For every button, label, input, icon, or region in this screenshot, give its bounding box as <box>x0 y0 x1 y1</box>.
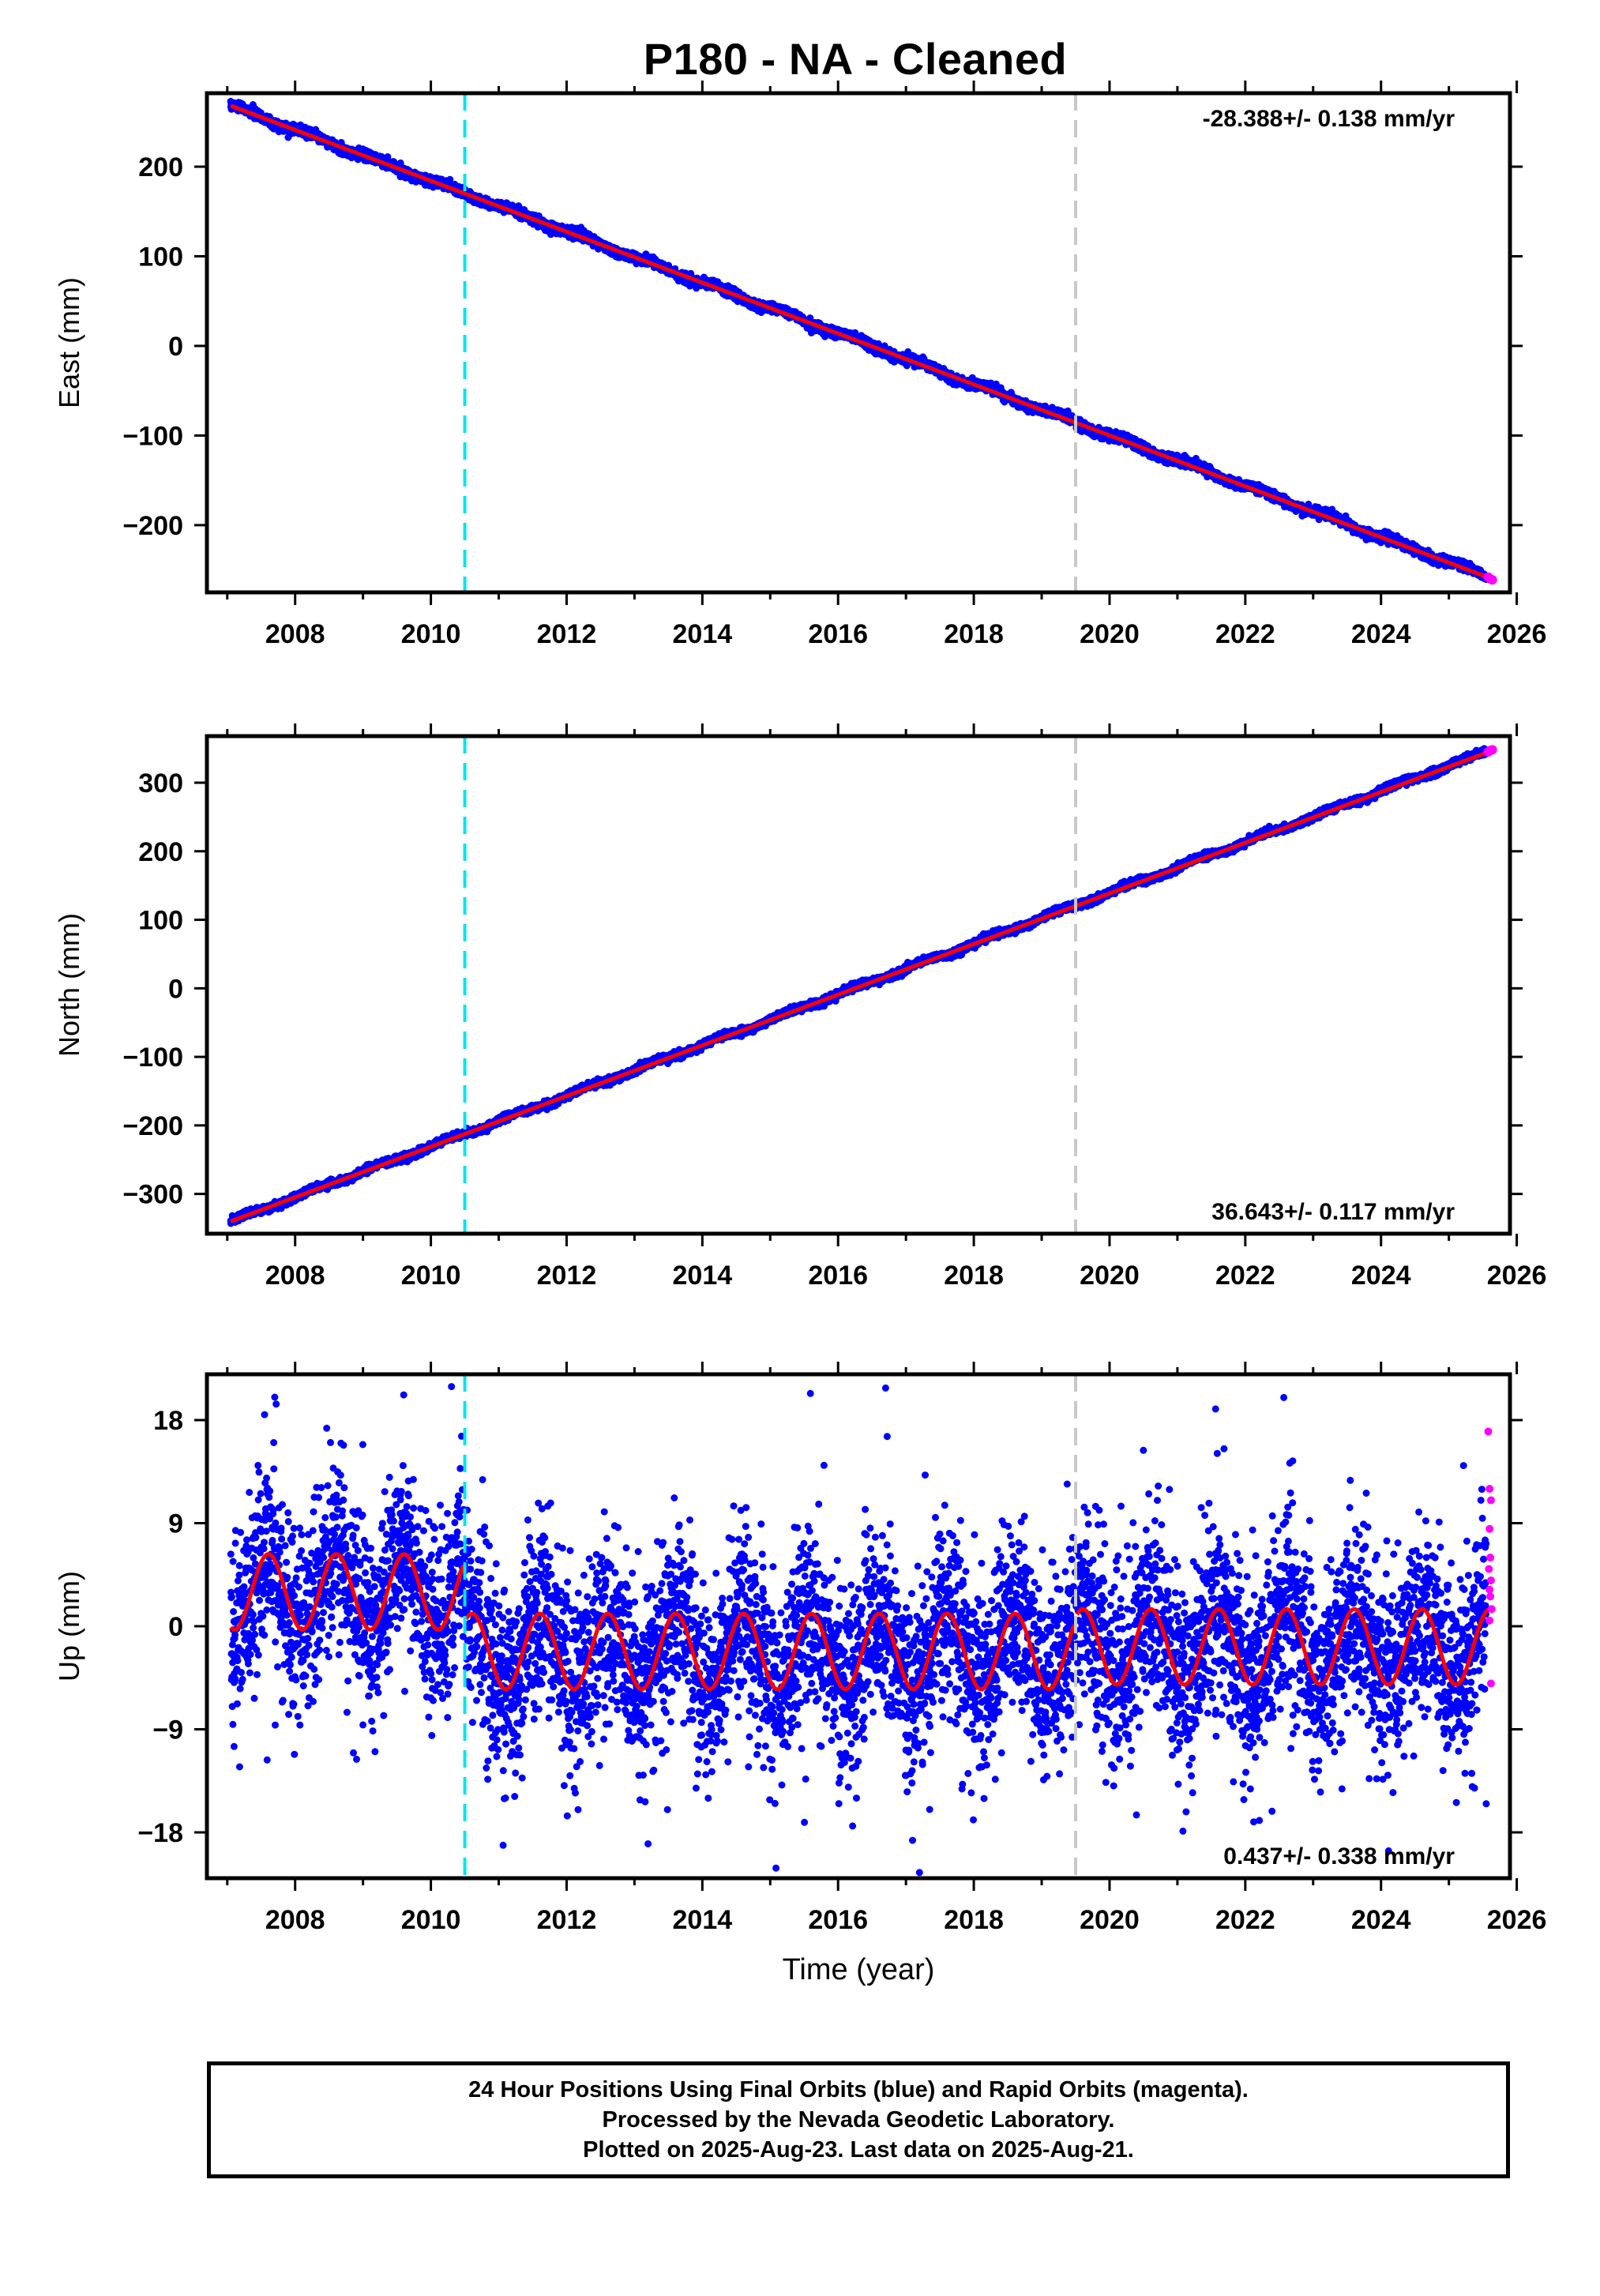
rapid-orbit-point <box>1485 1585 1494 1594</box>
panel-1: 2008 2010 2012 2014 2016 2018 2020 2022 2024 2026… <box>53 81 1546 649</box>
rapid-orbit-point <box>1486 1592 1495 1601</box>
x-tick-label: 2008 <box>265 1261 325 1291</box>
x-tick-label: 2012 <box>537 619 597 649</box>
rapid-orbit-point <box>1486 1496 1495 1505</box>
y-tick-label: 0 <box>168 974 183 1004</box>
y-tick-label: 0 <box>168 332 183 362</box>
x-tick-label: 2020 <box>1080 1905 1140 1935</box>
y-tick-label: −200 <box>122 1111 183 1141</box>
x-tick-label: 2024 <box>1351 1905 1411 1935</box>
rapid-orbit-point <box>1487 575 1497 585</box>
y-tick-label: 300 <box>138 768 183 799</box>
rate-annotation: 36.643+/- 0.117 mm/yr <box>1211 1199 1455 1225</box>
x-axis-label: Time (year) <box>783 1953 935 1986</box>
x-tick-label: 2014 <box>673 1905 733 1935</box>
x-tick-label: 2008 <box>265 1905 325 1935</box>
footer-line-1: 24 Hour Positions Using Final Orbits (bl… <box>468 2077 1249 2102</box>
model-fit-segment-3 <box>1075 1606 1493 1687</box>
x-tick-label: 2008 <box>265 619 325 649</box>
y-tick-label: −9 <box>152 1715 183 1745</box>
data-area <box>227 1383 1496 1877</box>
x-tick-label: 2020 <box>1080 619 1140 649</box>
rapid-orbit-point <box>1486 1554 1495 1561</box>
footer-line-2: Processed by the Nevada Geodetic Laborat… <box>602 2107 1115 2133</box>
y-tick-label: −100 <box>122 1043 183 1073</box>
rapid-orbit-point <box>1485 1565 1493 1573</box>
x-tick-label: 2010 <box>401 1261 461 1291</box>
x-tick-label: 2024 <box>1351 619 1411 649</box>
model-fit-segment-2 <box>464 1611 1076 1692</box>
rapid-orbit-point <box>1485 1524 1494 1533</box>
rapid-orbit-point <box>1485 1485 1494 1493</box>
x-tick-label: 2016 <box>808 619 868 649</box>
y-axis-label: North (mm) <box>53 913 85 1057</box>
y-axis-label: Up (mm) <box>53 1571 85 1682</box>
data-area <box>227 745 1497 1227</box>
y-tick-label: 0 <box>168 1612 183 1642</box>
x-tick-label: 2012 <box>537 1905 597 1935</box>
y-tick-label: −18 <box>137 1818 183 1848</box>
x-tick-label: 2026 <box>1487 1261 1547 1291</box>
model-fit-line <box>230 103 1493 581</box>
x-tick-label: 2018 <box>944 619 1004 649</box>
footer-box: 24 Hour Positions Using Final Orbits (bl… <box>207 2061 1510 2178</box>
rate-annotation: -28.388+/- 0.138 mm/yr <box>1203 106 1455 132</box>
x-tick-label: 2018 <box>944 1261 1004 1291</box>
y-tick-label: −200 <box>122 511 183 541</box>
rate-annotation: 0.437+/- 0.338 mm/yr <box>1223 1843 1455 1869</box>
y-tick-label: 100 <box>138 906 183 936</box>
y-tick-label: 18 <box>153 1406 183 1436</box>
y-tick-label: 100 <box>138 242 183 272</box>
y-tick-label: 9 <box>168 1509 183 1539</box>
x-tick-label: 2010 <box>401 619 461 649</box>
y-tick-label: 200 <box>138 152 183 182</box>
plot-frame <box>205 734 1512 1236</box>
x-tick-label: 2022 <box>1215 1261 1275 1291</box>
page-title: P180 - NA - Cleaned <box>643 34 1068 84</box>
x-tick-label: 2018 <box>944 1905 1004 1935</box>
model-fit-line <box>230 748 1493 1223</box>
rapid-orbit-point <box>1484 1427 1493 1436</box>
footer-line-3: Plotted on 2025-Aug-23. Last data on 202… <box>583 2137 1134 2163</box>
x-tick-label: 2020 <box>1080 1261 1140 1291</box>
x-tick-label: 2024 <box>1351 1261 1411 1291</box>
x-tick-label: 2014 <box>673 1261 733 1291</box>
panel-2: 2008 2010 2012 2014 2016 2018 2020 2022 2024 2026… <box>53 723 1546 1291</box>
x-tick-label: 2026 <box>1487 619 1547 649</box>
x-tick-label: 2022 <box>1215 619 1275 649</box>
x-tick-label: 2010 <box>401 1905 461 1935</box>
rapid-orbit-point <box>1486 1576 1495 1584</box>
x-tick-label: 2016 <box>808 1261 868 1291</box>
x-tick-label: 2014 <box>673 619 733 649</box>
rapid-orbit-point <box>1487 1605 1496 1614</box>
plot-frame <box>205 91 1512 595</box>
y-tick-label: −300 <box>122 1180 183 1210</box>
y-tick-label: 200 <box>138 837 183 867</box>
x-tick-label: 2026 <box>1487 1905 1547 1935</box>
x-tick-label: 2012 <box>537 1261 597 1291</box>
panel-3: 2008 2010 2012 2014 2016 2018 2020 2022 2024 2026… <box>53 1362 1546 1986</box>
data-area <box>227 97 1497 585</box>
rapid-orbit-point <box>1487 745 1497 755</box>
y-axis-label: East (mm) <box>53 277 85 408</box>
rapid-orbit-point <box>1486 1679 1495 1688</box>
y-tick-label: −100 <box>122 421 183 451</box>
x-tick-label: 2016 <box>808 1905 868 1935</box>
model-fit-segment-1 <box>229 1552 466 1632</box>
rapid-orbit-point <box>1485 1616 1494 1625</box>
x-tick-label: 2022 <box>1215 1905 1275 1935</box>
